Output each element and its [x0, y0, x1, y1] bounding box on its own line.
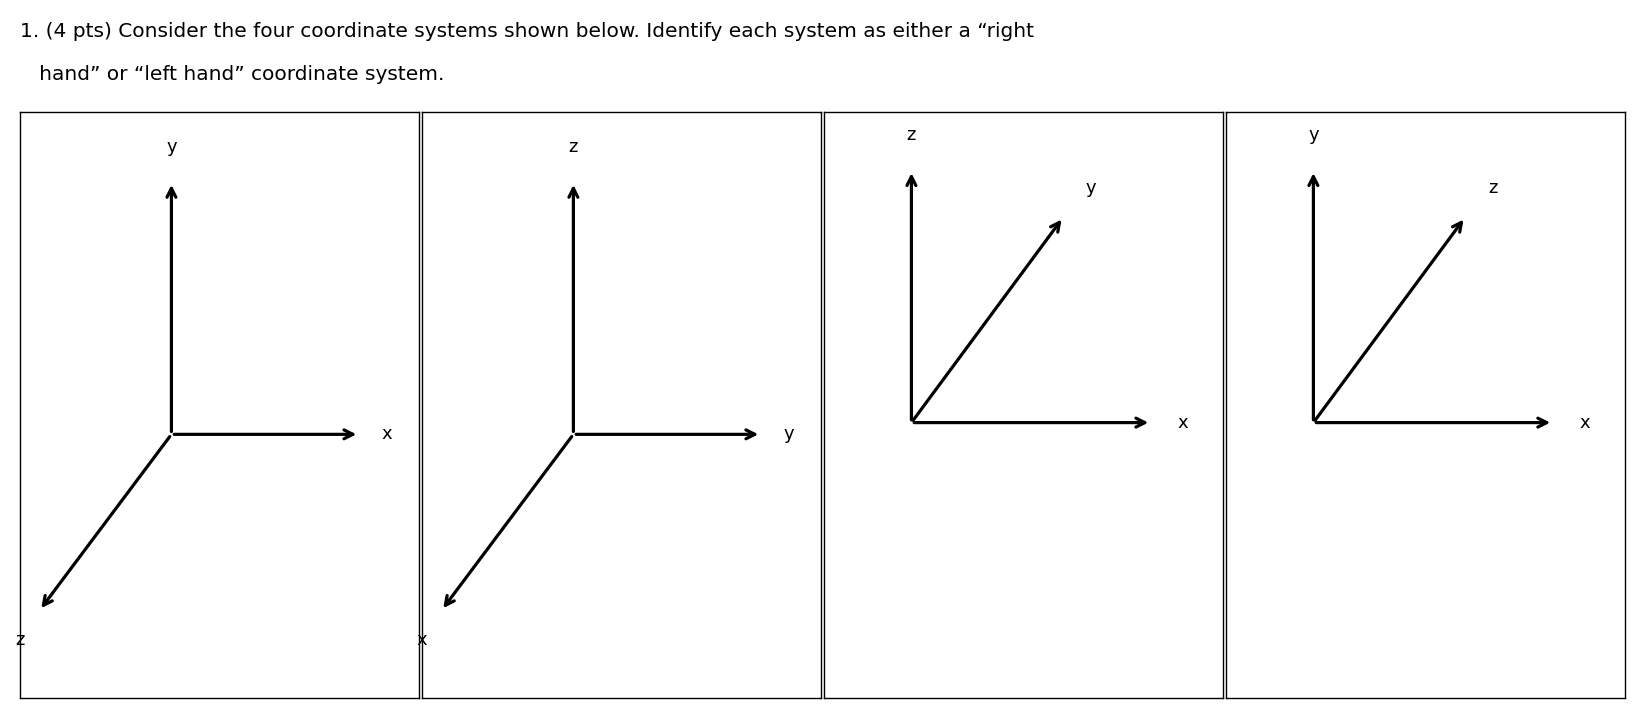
- Text: x: x: [382, 426, 392, 444]
- Text: y: y: [784, 426, 794, 444]
- Text: z: z: [15, 631, 25, 649]
- Text: x: x: [417, 631, 426, 649]
- Text: y: y: [1309, 126, 1319, 144]
- Text: y: y: [167, 138, 176, 156]
- Text: y: y: [1087, 179, 1096, 197]
- Text: z: z: [1489, 179, 1498, 197]
- Text: 1. (4 pts) Consider the four coordinate systems shown below. Identify each syste: 1. (4 pts) Consider the four coordinate …: [20, 22, 1034, 40]
- Text: hand” or “left hand” coordinate system.: hand” or “left hand” coordinate system.: [20, 65, 444, 84]
- Text: z: z: [907, 126, 917, 144]
- Text: x: x: [1178, 413, 1188, 431]
- Text: x: x: [1580, 413, 1590, 431]
- Text: z: z: [569, 138, 578, 156]
